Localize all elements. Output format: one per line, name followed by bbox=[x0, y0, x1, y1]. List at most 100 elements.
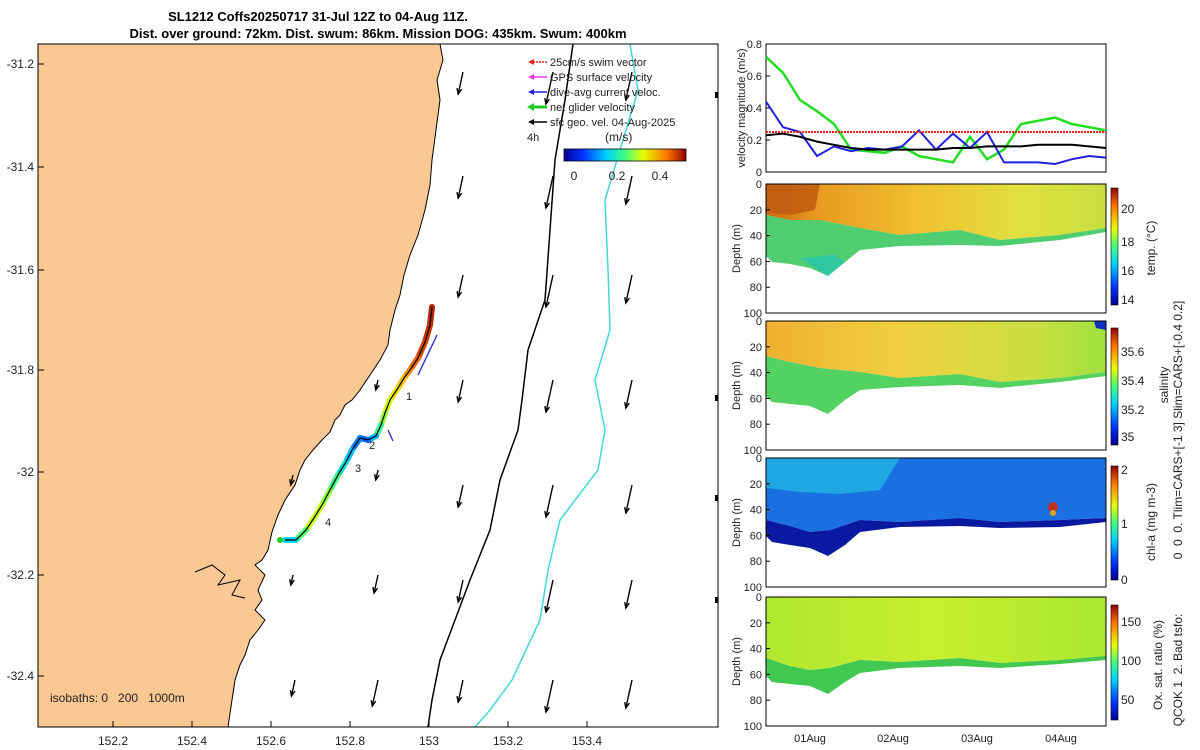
track-map: 152.2 152.4 152.6 152.8 153 153.2 153.4 -31.2 -3… bbox=[7, 43, 719, 748]
salinity-lower-layer bbox=[766, 356, 1106, 414]
geo-velocity-arrow bbox=[545, 175, 554, 209]
colorbar-unit-label: (m/s) bbox=[605, 130, 632, 144]
lon-tick-label: 152.8 bbox=[335, 734, 365, 748]
land-mass bbox=[38, 44, 444, 727]
velocity-y-tick: 0 bbox=[756, 167, 762, 179]
lon-tick-label: 153.4 bbox=[572, 734, 602, 748]
surface-velocity-arrows bbox=[289, 71, 718, 714]
geo-velocity-arrow bbox=[457, 379, 464, 403]
chla-cbar-tick-0: 0 bbox=[1121, 573, 1128, 587]
chla-colorbar bbox=[1110, 465, 1119, 581]
ox-cbar-tick-100: 100 bbox=[1121, 654, 1141, 668]
lat-tick-label: -31.6 bbox=[7, 263, 35, 277]
lon-tick-label: 153.2 bbox=[493, 734, 523, 748]
velocity-y-tick: 0.4 bbox=[747, 103, 762, 115]
depth-axis-label: Depth (m) bbox=[731, 498, 743, 547]
legend-gps-velocity: GPS surface velocity bbox=[528, 72, 653, 84]
geo-velocity-arrow bbox=[457, 579, 464, 603]
temp-cbar-tick-16: 16 bbox=[1121, 264, 1135, 278]
track-label-3: 3 bbox=[355, 463, 361, 475]
oxygen-section: 150 100 50 Ox. sat. ratio (%) bbox=[765, 596, 1165, 727]
geo-velocity-arrow bbox=[625, 175, 633, 205]
speed-colorbar-tick-0: 0 bbox=[571, 169, 578, 183]
map-axis-ticks: 152.2 152.4 152.6 152.8 153 153.2 153.4 -31.2 -3… bbox=[7, 57, 603, 748]
temp-cbar-tick-14: 14 bbox=[1121, 293, 1135, 307]
depth-tick: 100 bbox=[744, 308, 762, 320]
sal-cbar-tick-35.6: 35.6 bbox=[1121, 345, 1145, 359]
edge-tick-mark bbox=[715, 395, 718, 401]
lat-tick-label: -32 bbox=[17, 465, 35, 479]
salinity-upper-layer bbox=[766, 321, 1106, 382]
track-centerline bbox=[285, 306, 433, 541]
ox-cbar-tick-150: 150 bbox=[1121, 615, 1141, 629]
sal-cbar-tick-35: 35 bbox=[1121, 430, 1135, 444]
legend-swim-vector: 25cm/s swim vector bbox=[528, 57, 647, 69]
velocity-y-tick: 0.2 bbox=[747, 135, 762, 147]
depth-tick: 20 bbox=[750, 479, 762, 491]
lon-tick-label: 152.2 bbox=[98, 734, 128, 748]
depth-tick: 40 bbox=[750, 231, 762, 243]
oxygen-variable-label: Ox. sat. ratio (%) bbox=[1151, 620, 1165, 710]
lon-tick-label: 152.4 bbox=[177, 734, 207, 748]
legend-dive-avg-current: dive-avg current veloc. bbox=[528, 87, 661, 99]
depth-tick: 0 bbox=[756, 592, 762, 604]
velocity-y-tick: 0.6 bbox=[747, 71, 762, 83]
geo-velocity-arrow bbox=[625, 379, 633, 409]
lon-tick-label: 153 bbox=[419, 734, 439, 748]
legend-gps-velocity-label: GPS surface velocity bbox=[550, 72, 653, 84]
geo-velocity-arrow bbox=[545, 679, 554, 713]
temperature-deep-patch bbox=[800, 255, 845, 276]
depth-axis-label: Depth (m) bbox=[731, 637, 743, 686]
edge-tick-mark bbox=[715, 92, 718, 98]
geo-velocity-arrow bbox=[457, 484, 464, 508]
depth-tick: 80 bbox=[750, 282, 762, 294]
chla-cbar-tick-2: 2 bbox=[1121, 463, 1128, 477]
offshore-isobath-1000 bbox=[474, 44, 639, 727]
depth-tick: 20 bbox=[750, 618, 762, 630]
depth-tick: 0 bbox=[756, 453, 762, 465]
depth-tick: 40 bbox=[750, 644, 762, 656]
figure-title-line2: Dist. over ground: 72km. Dist. swum: 86k… bbox=[129, 26, 626, 41]
map-frame bbox=[37, 43, 719, 728]
salinity-colorbar bbox=[1110, 327, 1119, 446]
depth-tick: 20 bbox=[750, 205, 762, 217]
lat-tick-label: -32.4 bbox=[7, 669, 35, 683]
temp-cbar-tick-20: 20 bbox=[1121, 202, 1135, 216]
speed-colorbar-tick-1: 0.2 bbox=[609, 169, 626, 183]
sal-cbar-tick-35.2: 35.2 bbox=[1121, 403, 1145, 417]
velocity-chart-frame bbox=[765, 43, 1107, 173]
legend-swim-vector-label: 25cm/s swim vector bbox=[550, 57, 647, 69]
velocity-series bbox=[765, 55, 1107, 166]
track-label-1: 1 bbox=[406, 391, 412, 403]
geo-velocity-arrow bbox=[545, 579, 554, 613]
geo-velocity-arrow bbox=[373, 574, 379, 594]
depth-tick: 60 bbox=[750, 256, 762, 268]
sal-cbar-tick-35.4: 35.4 bbox=[1121, 374, 1145, 388]
geo-velocity-arrow bbox=[545, 379, 554, 413]
depth-tick: 100 bbox=[744, 582, 762, 594]
salinity-variable-label: salinity bbox=[1157, 367, 1171, 404]
velocity-y-ticks: 0 0.2 0.4 0.6 0.8 bbox=[747, 39, 770, 179]
depth-tick: 60 bbox=[750, 393, 762, 405]
geo-velocity-arrow bbox=[625, 484, 633, 514]
depth-tick: 40 bbox=[750, 505, 762, 517]
depth-tick: 60 bbox=[750, 669, 762, 681]
depth-tick: 20 bbox=[750, 342, 762, 354]
salinity-section: 35.6 35.4 35.2 35 salinity bbox=[765, 320, 1171, 451]
depth-tick: 80 bbox=[750, 419, 762, 431]
temperature-lower-layer bbox=[766, 215, 1106, 276]
side-note-limits: 0 0 0. Tlim=CARS+[-1 3] Slim=CARS+[-0.4 … bbox=[1171, 301, 1185, 560]
time-tick-02aug: 02Aug bbox=[877, 733, 909, 745]
heatmap-y-axes: 0 20 40 60 80 100 Depth (m) 0 20 40 60 80 100 Depth (… bbox=[731, 179, 770, 733]
track-label-4: 4 bbox=[325, 517, 331, 529]
chla-section: 2 1 0 chl-a (mg m-3) bbox=[765, 457, 1158, 588]
lat-tick-label: -31.2 bbox=[7, 57, 35, 71]
depth-axis-label: Depth (m) bbox=[731, 224, 743, 273]
lat-tick-label: -31.8 bbox=[7, 363, 35, 377]
velocity-series-line bbox=[765, 132, 1107, 151]
geo-velocity-arrow bbox=[545, 71, 554, 105]
estuary-line bbox=[194, 564, 246, 599]
geo-velocity-arrow bbox=[625, 71, 633, 101]
time-tick-01aug: 01Aug bbox=[794, 733, 826, 745]
